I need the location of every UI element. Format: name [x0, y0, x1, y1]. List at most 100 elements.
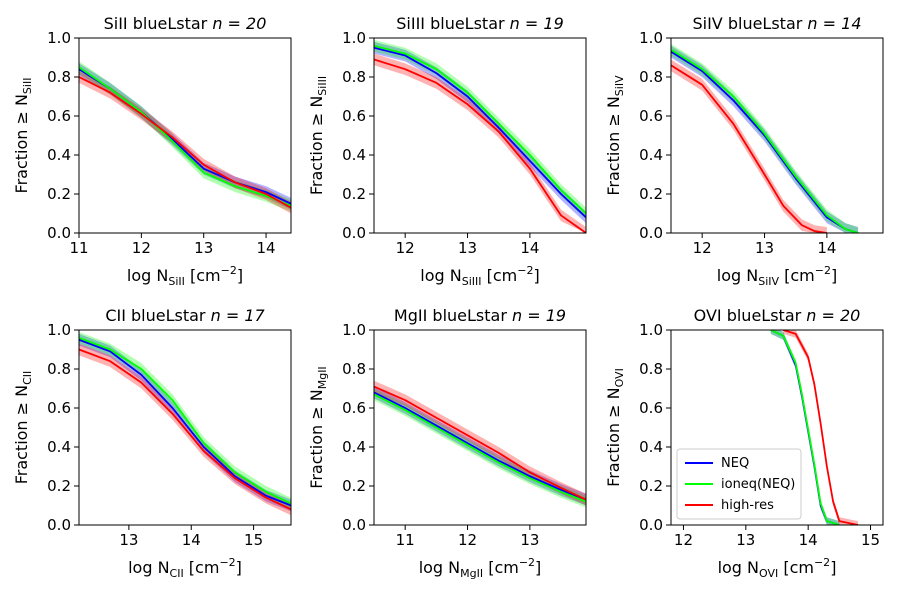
y-tick-label: 0.4 — [639, 438, 663, 456]
x-tick-label: 13 — [755, 239, 774, 257]
x-axis-label: log NCII [cm−2] — [128, 556, 242, 580]
y-tick-label: 0.4 — [342, 438, 366, 456]
y-tick-label: 0.8 — [47, 360, 71, 378]
x-tick-label: 13 — [458, 239, 477, 257]
panel-1: 11 12 13 14 0.0 0.2 0.4 0.6 0.8 1.0 SiII blueLstar… — [12, 14, 292, 288]
y-tick-label: 0.0 — [342, 224, 366, 242]
plot-area — [374, 380, 586, 508]
y-tick-label: 0.2 — [639, 477, 663, 495]
y-tick-label: 0.4 — [47, 438, 71, 456]
y-tick-label: 0.6 — [342, 399, 366, 417]
y-tick-label: 0.2 — [47, 477, 71, 495]
band-ioneqneq — [671, 43, 859, 233]
axes-frame — [670, 329, 884, 526]
x-tick-label: 15 — [244, 531, 263, 549]
plot-area — [79, 331, 291, 516]
x-tick-label: 14 — [817, 239, 836, 257]
x-axis-label: log NSiIII [cm−2] — [420, 264, 539, 288]
y-tick-label: 0.8 — [342, 360, 366, 378]
y-tick-label: 0.2 — [342, 477, 366, 495]
panel-3: 12 13 14 0.0 0.2 0.4 0.6 0.8 1.0 SiIV blueLstar n… — [604, 14, 884, 288]
y-tick-label: 0.6 — [639, 107, 663, 125]
y-tick-label: 0.6 — [47, 107, 71, 125]
plot-area — [671, 43, 859, 233]
series-line-ioneqneq — [79, 336, 291, 505]
legend-box — [676, 448, 802, 520]
x-tick-label: 14 — [799, 531, 818, 549]
y-tick-label: 0.2 — [342, 185, 366, 203]
y-tick-label: 0.8 — [639, 68, 663, 86]
axes-frame — [373, 329, 587, 526]
band-neq — [671, 45, 859, 233]
y-tick-label: 1.0 — [639, 29, 663, 47]
x-tick-label: 14 — [520, 239, 539, 257]
y-axis-label: Fraction ≥ NSiII — [12, 78, 34, 194]
band-ioneqneq — [79, 331, 291, 510]
y-axis-label: Fraction ≥ NSiIV — [604, 75, 626, 196]
series-line-highres — [79, 348, 291, 511]
x-tick-label: 12 — [458, 531, 477, 549]
x-tick-label: 15 — [861, 531, 880, 549]
series-line-highres — [79, 76, 291, 209]
series-line-neq — [374, 391, 586, 501]
y-tick-label: 0.0 — [47, 516, 71, 534]
band-highres — [374, 53, 586, 233]
series-line-highres — [671, 64, 828, 233]
legend-label: high-res — [721, 498, 774, 513]
y-tick-label: 0.0 — [342, 516, 366, 534]
band-highres — [671, 59, 827, 233]
panel-title: SiII blueLstar n = 20 — [104, 14, 267, 33]
x-tick-label: 12 — [396, 239, 415, 257]
panel-2: 12 13 14 0.0 0.2 0.4 0.6 0.8 1.0 SiIII blueLstar … — [307, 14, 587, 288]
x-tick-label: 11 — [396, 531, 415, 549]
axes-frame — [670, 37, 884, 234]
panel-title: OVI blueLstar n = 20 — [694, 306, 861, 325]
panel-title: CII blueLstar n = 17 — [105, 306, 265, 325]
series-line-ioneqneq — [374, 393, 586, 503]
y-axis-label: Fraction ≥ NCII — [12, 371, 34, 485]
y-axis-label: Fraction ≥ NSiIII — [307, 76, 329, 195]
x-tick-label: 13 — [520, 531, 539, 549]
axes-frame — [373, 37, 587, 234]
y-tick-label: 1.0 — [342, 321, 366, 339]
x-axis-label: log NSiIV [cm−2] — [717, 264, 837, 288]
band-neq — [79, 63, 291, 210]
y-tick-label: 0.0 — [47, 224, 71, 242]
series-line-neq — [79, 338, 291, 507]
series-line-ioneqneq — [671, 48, 859, 233]
x-axis-label: log NMgII [cm−2] — [419, 556, 542, 580]
panel-4: 13 14 15 0.0 0.2 0.4 0.6 0.8 1.0 CII blueLstar n … — [12, 306, 292, 580]
y-tick-label: 0.6 — [47, 399, 71, 417]
x-axis-label: log NSiII [cm−2] — [127, 264, 243, 288]
x-tick-label: 12 — [132, 239, 151, 257]
axes-frame — [78, 37, 292, 234]
y-tick-label: 0.4 — [639, 146, 663, 164]
series-line-highres — [374, 58, 586, 233]
y-tick-label: 0.6 — [639, 399, 663, 417]
y-tick-label: 1.0 — [47, 29, 71, 47]
series-line-neq — [374, 46, 586, 219]
y-tick-label: 0.6 — [342, 107, 366, 125]
series-line-highres — [374, 385, 586, 501]
band-neq — [374, 386, 586, 506]
x-tick-label: 12 — [693, 239, 712, 257]
plot-area — [79, 61, 291, 214]
y-tick-label: 0.0 — [639, 516, 663, 534]
y-tick-label: 1.0 — [47, 321, 71, 339]
y-tick-label: 0.8 — [47, 68, 71, 86]
panel-title: SiIII blueLstar n = 19 — [396, 14, 564, 33]
y-tick-label: 0.4 — [47, 146, 71, 164]
series-line-ioneqneq — [770, 330, 840, 525]
x-tick-label: 13 — [194, 239, 213, 257]
x-tick-label: 13 — [119, 531, 138, 549]
panel-5: 11 12 13 0.0 0.2 0.4 0.6 0.8 1.0 MgII blueLstar n… — [307, 306, 587, 580]
x-tick-label: 12 — [674, 531, 693, 549]
series-line-ioneqneq — [79, 66, 291, 207]
legend-label: NEQ — [721, 456, 749, 471]
y-axis-label: Fraction ≥ NMgII — [307, 366, 329, 488]
y-tick-label: 0.8 — [342, 68, 366, 86]
y-tick-label: 0.8 — [639, 360, 663, 378]
panel-title: SiIV blueLstar n = 14 — [692, 14, 861, 33]
panel-6: 12 13 14 15 0.0 0.2 0.4 0.6 0.8 1.0 OVI blueLstar … — [604, 306, 884, 580]
